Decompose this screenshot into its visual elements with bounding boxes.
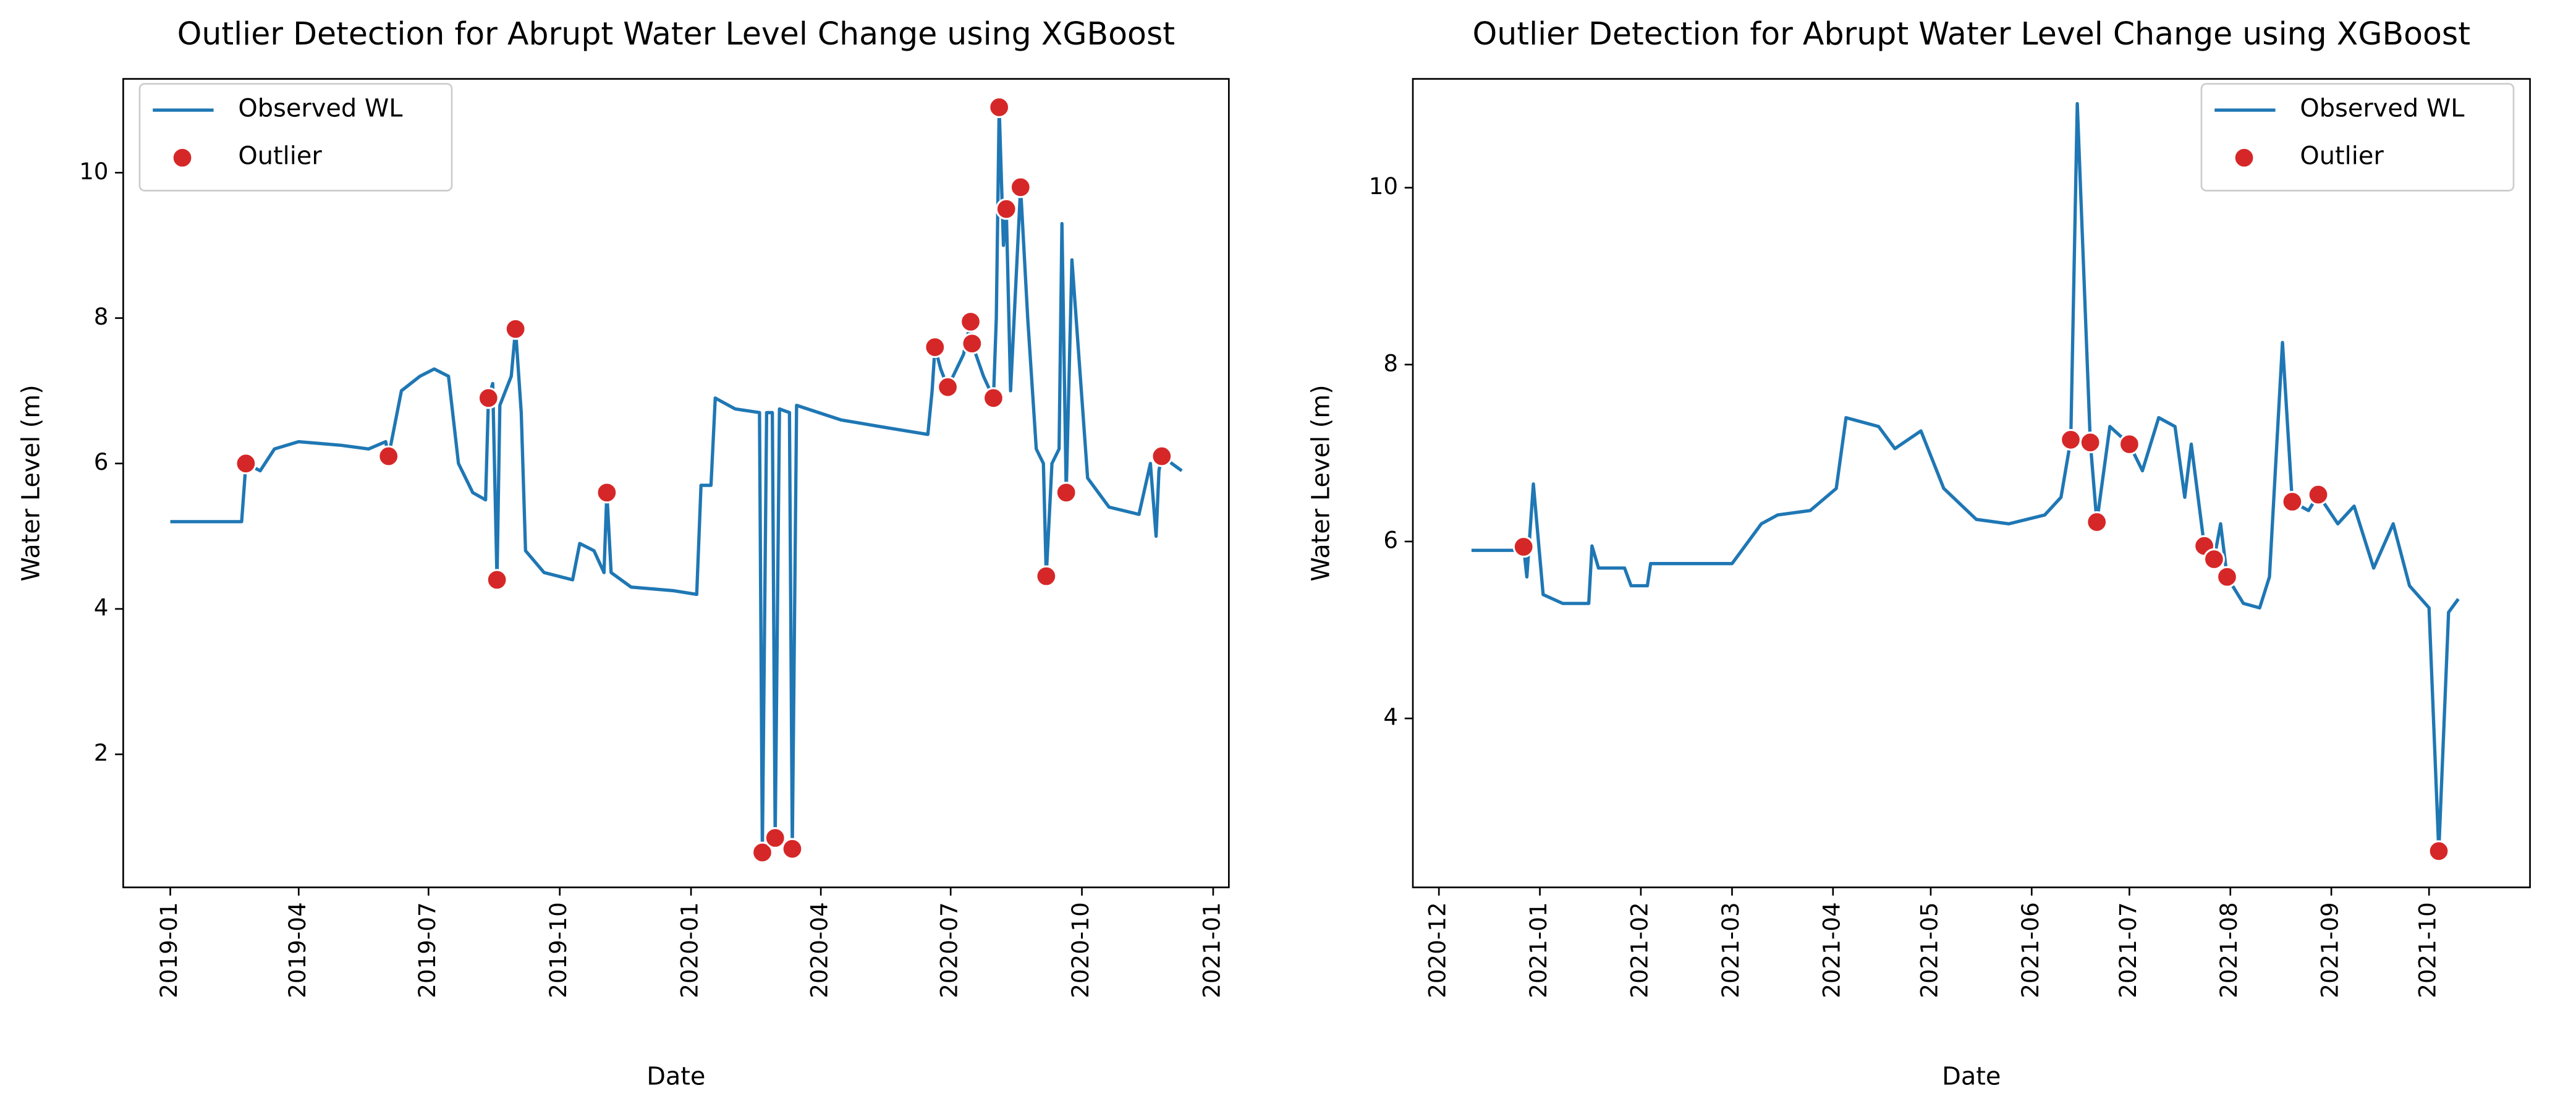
y-tick-label: 4 <box>94 593 109 621</box>
y-tick-label: 10 <box>1369 172 1398 200</box>
y-tick-label: 8 <box>1383 349 1398 376</box>
chart-title: Outlier Detection for Abrupt Water Level… <box>1473 15 2470 52</box>
x-tick-label: 2021-01 <box>1198 902 1225 998</box>
outlier-point <box>2203 548 2225 571</box>
y-axis-label: Water Level (m) <box>1307 385 1335 581</box>
legend-label: Observed WL <box>2300 95 2464 123</box>
x-tick-label: 2021-02 <box>1625 902 1653 998</box>
x-tick-label: 2020-04 <box>806 902 833 998</box>
outlier-point <box>781 838 803 860</box>
x-tick-label: 2021-07 <box>2114 902 2142 998</box>
x-tick-label: 2019-04 <box>284 902 311 998</box>
outlier-point <box>1055 482 1077 504</box>
outlier-point <box>982 387 1004 409</box>
data-line <box>170 105 1183 854</box>
legend-label: Observed WL <box>238 95 402 123</box>
outlier-point <box>2118 433 2140 456</box>
y-axis-label: Water Level (m) <box>17 385 46 581</box>
x-tick-label: 2021-03 <box>1717 902 1744 998</box>
outlier-point <box>995 198 1017 220</box>
chart-title: Outlier Detection for Abrupt Water Level… <box>177 15 1175 52</box>
plot-frame <box>122 78 1230 888</box>
x-tick-label: 2020-10 <box>1067 902 1094 998</box>
y-tick-label: 8 <box>94 303 109 330</box>
outlier-point <box>378 445 400 467</box>
legend: Observed WL Outlier <box>2200 83 2515 192</box>
x-tick-label: 2021-08 <box>2215 902 2242 998</box>
outlier-point <box>961 333 983 355</box>
data-line <box>1471 102 2460 853</box>
legend-marker <box>2233 147 2255 169</box>
outlier-point <box>2086 511 2108 533</box>
y-tick-label: 6 <box>1383 526 1398 553</box>
legend-box <box>2200 83 2515 192</box>
x-tick-label: 2021-01 <box>1525 902 1552 998</box>
x-tick-label: 2020-12 <box>1424 902 1451 998</box>
x-tick-label: 2019-01 <box>155 902 182 998</box>
outlier-point <box>1512 535 1535 558</box>
outlier-point <box>596 482 618 504</box>
x-tick-label: 2021-10 <box>2414 902 2441 998</box>
y-tick-label: 6 <box>94 448 109 475</box>
plot-frame <box>1412 78 2531 888</box>
legend-box <box>138 83 453 192</box>
y-tick-label: 2 <box>94 739 109 767</box>
x-tick-label: 2021-09 <box>2316 902 2344 998</box>
x-tick-label: 2019-10 <box>544 902 572 998</box>
outlier-point <box>504 318 527 340</box>
y-tick-label: 4 <box>1383 704 1398 731</box>
outlier-point <box>764 827 786 849</box>
x-axis-label: Date <box>1942 1062 2001 1090</box>
x-tick-label: 2021-04 <box>1818 902 1845 998</box>
outlier-point <box>486 569 508 591</box>
outlier-point <box>1151 445 1173 467</box>
x-tick-label: 2019-07 <box>413 902 441 998</box>
outlier-point <box>2079 431 2101 454</box>
outlier-point <box>1035 565 1057 587</box>
y-tick-label: 10 <box>79 158 108 185</box>
outlier-point <box>235 453 257 475</box>
outlier-point <box>988 96 1010 119</box>
x-tick-label: 2020-01 <box>676 902 703 998</box>
outlier-point <box>2216 566 2239 588</box>
x-tick-label: 2021-06 <box>2017 902 2044 998</box>
legend-label: Outlier <box>2300 142 2384 171</box>
outlier-point <box>2281 491 2303 513</box>
legend: Observed WL Outlier <box>138 83 453 192</box>
legend-marker <box>171 147 193 169</box>
outlier-point <box>924 336 946 359</box>
outlier-point <box>2307 483 2329 506</box>
outlier-point <box>477 387 499 409</box>
outlier-point <box>937 376 959 398</box>
outlier-point <box>2428 840 2450 862</box>
outlier-point <box>959 310 982 333</box>
outlier-point <box>751 841 774 864</box>
x-tick-label: 2021-05 <box>1915 902 1943 998</box>
outlier-point <box>2059 428 2082 451</box>
outlier-point <box>1009 176 1032 198</box>
x-tick-label: 2020-07 <box>936 902 963 998</box>
legend-label: Outlier <box>238 142 322 171</box>
x-axis-label: Date <box>646 1062 705 1090</box>
